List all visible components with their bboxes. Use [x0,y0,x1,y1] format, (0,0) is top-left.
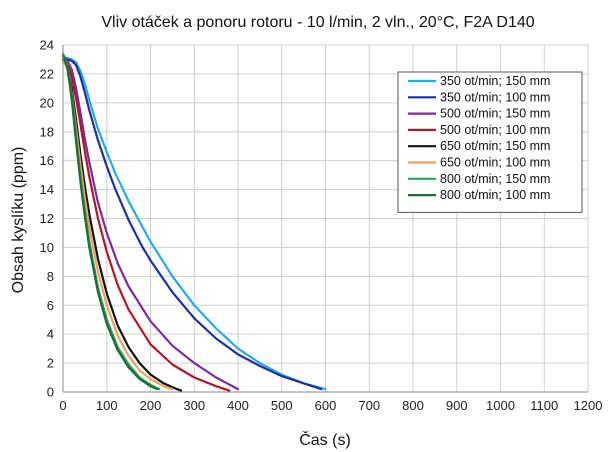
legend-label-1: 350 ot/min; 150 mm [440,74,550,88]
legend-label-5: 650 ot/min; 150 mm [440,139,550,153]
chart-title: Vliv otáček a ponoru rotoru - 10 l/min, … [101,14,534,31]
x-tick-label: 700 [358,398,380,413]
x-tick-label: 0 [59,398,66,413]
legend-label-7: 800 ot/min; 150 mm [440,172,550,186]
y-tick-label: 10 [40,240,54,255]
y-tick-label: 24 [40,38,54,53]
legend-box [397,71,583,213]
legend-label-8: 800 ot/min; 100 mm [440,188,550,202]
x-tick-label: 300 [183,398,205,413]
series-layer [61,52,327,392]
x-axis-title: Čas (s) [299,430,351,449]
x-tick-label: 200 [140,398,162,413]
legend-label-4: 500 ot/min; 100 mm [440,123,550,137]
y-tick-label: 18 [40,124,54,139]
x-tick-label: 100 [96,398,118,413]
series-line-3 [61,55,240,391]
x-tick-label: 800 [402,398,424,413]
legend-label-2: 350 ot/min; 100 mm [440,90,550,104]
x-tick-label: 1200 [574,398,603,413]
legend-label-3: 500 ot/min; 150 mm [440,107,550,121]
y-tick-label: 2 [47,356,54,371]
series-line-2 [61,58,323,391]
series-line-4 [61,56,231,392]
x-tick-label: 900 [446,398,468,413]
legend: 350 ot/min; 150 mm 350 ot/min; 100 mm 500 … [397,71,583,213]
y-tick-label: 12 [40,211,54,226]
y-tick-label: 22 [40,66,54,81]
y-tick-label: 8 [47,269,54,284]
y-axis-title: Obsah kyslíku (ppm) [10,147,27,294]
y-tick-label: 0 [47,385,54,400]
x-tick-label: 600 [315,398,337,413]
y-tick-label: 4 [47,327,54,342]
series-line-8 [61,53,159,391]
series-line-1 [61,55,327,391]
x-tick-label: 1100 [530,398,558,413]
legend-label-6: 650 ot/min; 100 mm [440,156,550,170]
x-tick-label: 1000 [486,398,515,413]
y-tick-label: 16 [40,153,54,168]
y-tick-label: 6 [47,298,54,313]
y-tick-label: 20 [40,95,54,110]
x-tick-label: 500 [271,398,293,413]
y-tick-label: 14 [40,182,54,197]
x-tick-label: 400 [227,398,249,413]
